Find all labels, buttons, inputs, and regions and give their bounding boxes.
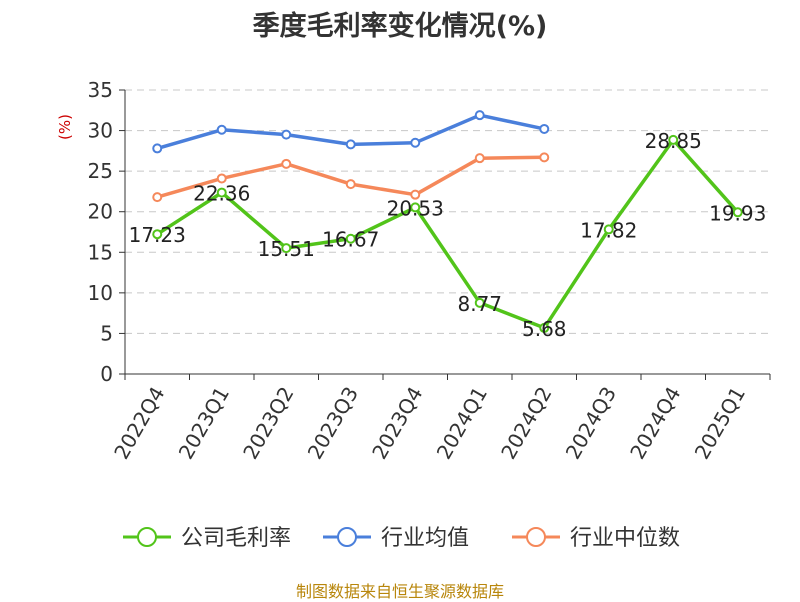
data-point — [539, 152, 550, 163]
y-tick-label: 0 — [100, 362, 113, 386]
series-line — [155, 138, 740, 330]
data-point — [410, 189, 421, 200]
legend-item: 行业中位数 — [512, 526, 680, 551]
y-tick-label: 30 — [88, 119, 113, 143]
legend: 公司毛利率 行业均值 行业中位数 — [123, 526, 680, 551]
y-tick-label: 10 — [88, 281, 113, 305]
y-axis-label: (%) — [56, 114, 74, 140]
x-tick-label: 2023Q2 — [238, 383, 298, 464]
data-label: 22.36 — [193, 182, 250, 206]
data-point — [474, 110, 485, 121]
data-label: 16.67 — [322, 228, 379, 252]
data-label: 17.82 — [580, 218, 637, 242]
series-lines — [152, 110, 743, 333]
data-point — [732, 207, 743, 218]
data-point — [603, 224, 614, 235]
x-tick-label: 2025Q1 — [690, 383, 750, 464]
data-label: 5.68 — [522, 317, 567, 341]
data-label: 28.85 — [645, 129, 702, 153]
x-tick-label: 2024Q2 — [496, 383, 556, 464]
data-point — [474, 297, 485, 308]
data-label: 15.51 — [258, 237, 315, 261]
data-point — [539, 123, 550, 134]
legend-marker — [337, 527, 357, 547]
x-tick-label: 2023Q1 — [174, 383, 234, 464]
x-tick-label: 2022Q4 — [109, 383, 169, 464]
x-tick-label: 2023Q4 — [367, 383, 427, 464]
legend-marker — [137, 527, 157, 547]
y-tick-label: 20 — [88, 200, 113, 224]
legend-label: 公司毛利率 — [181, 526, 291, 551]
data-point — [216, 187, 227, 198]
data-point — [152, 143, 163, 154]
legend-label: 行业中位数 — [570, 526, 680, 551]
x-tick-label: 2024Q4 — [625, 383, 685, 464]
legend-item: 公司毛利率 — [123, 526, 291, 551]
data-point — [410, 202, 421, 213]
data-point — [152, 192, 163, 203]
data-point — [345, 139, 356, 150]
data-point — [281, 158, 292, 169]
data-point — [345, 233, 356, 244]
legend-label: 行业均值 — [381, 526, 469, 551]
legend-item: 行业均值 — [323, 526, 469, 551]
data-point — [474, 153, 485, 164]
data-point — [281, 243, 292, 254]
source-note: 制图数据来自恒生聚源数据库 — [295, 582, 504, 601]
data-point — [152, 229, 163, 240]
data-label: 19.93 — [709, 201, 766, 225]
data-labels: 17.23 22.36 15.51 16.67 20.53 8.77 5.68 17.82 28… — [129, 129, 767, 341]
legend-marker — [526, 527, 546, 547]
y-tick-label: 35 — [88, 78, 113, 102]
data-label: 17.23 — [129, 223, 186, 247]
data-point — [216, 173, 227, 184]
x-tick-label: 2023Q3 — [303, 383, 363, 464]
data-point — [539, 322, 550, 333]
data-point — [281, 129, 292, 140]
data-point — [345, 179, 356, 190]
y-tick-label: 25 — [88, 159, 113, 183]
y-tick-label: 15 — [88, 240, 113, 264]
x-tick-label: 2024Q3 — [561, 383, 621, 464]
data-point — [216, 124, 227, 135]
data-point — [668, 134, 679, 145]
chart-title: 季度毛利率变化情况(%) — [252, 11, 548, 42]
y-tick-label: 5 — [100, 321, 113, 345]
data-point — [410, 137, 421, 148]
data-label: 20.53 — [387, 196, 444, 220]
data-label: 8.77 — [457, 292, 502, 316]
x-tick-label: 2024Q1 — [432, 383, 492, 464]
